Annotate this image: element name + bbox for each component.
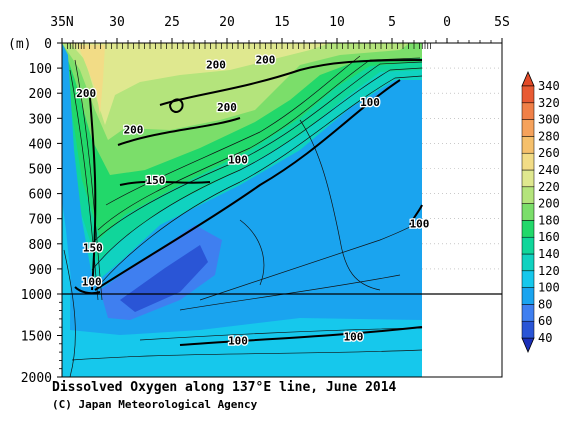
chart-title: Dissolved Oxygen along 137°E line, June …: [52, 380, 397, 395]
grid-dots: [422, 67, 502, 270]
x-tick-label: 20: [219, 15, 235, 30]
x-tick-label: 0: [443, 15, 451, 30]
x-tick-label: 25: [164, 15, 180, 30]
contour-label: 200: [76, 87, 96, 100]
colorbar: 40 60 80 100 120 140 160 180 200 220 240 260 280 300 3…: [521, 70, 560, 354]
contour-field: [62, 43, 502, 377]
contour-label: 200: [124, 124, 144, 137]
y-tick-label: 200: [29, 87, 52, 102]
colorbar-swatch: [521, 203, 535, 221]
colorbar-swatch: [521, 253, 535, 272]
colorbar-label: 40: [538, 331, 552, 345]
colorbar-swatch: [521, 287, 535, 305]
contour-lines-bold: [74, 59, 423, 346]
colorbar-label: 180: [538, 213, 560, 227]
contour-label: 200: [206, 58, 226, 71]
colorbar-swatch: [521, 136, 535, 154]
x-tick-label: 5S: [494, 15, 510, 30]
field-band-240: [78, 45, 105, 115]
colorbar-label: 80: [538, 297, 552, 311]
y-tick-label: 800: [29, 238, 52, 253]
y-tick-label: 1000: [21, 288, 52, 303]
contour-label: 100: [82, 275, 102, 288]
colorbar-swatch: [521, 270, 535, 288]
colorbar-swatch: [521, 304, 535, 322]
contour-label: 150: [83, 242, 103, 255]
y-tick-label: 1500: [21, 330, 52, 345]
y-tick-label: 400: [29, 137, 52, 152]
colorbar-label: 100: [538, 281, 560, 295]
y-tick-label: 0: [44, 37, 52, 52]
x-tick-label: 30: [109, 15, 125, 30]
contour-label: 100: [344, 330, 364, 343]
colorbar-label: 220: [538, 180, 560, 194]
colorbar-swatch: [521, 169, 535, 188]
field-band-220: [70, 43, 330, 125]
contour-label: 100: [410, 218, 430, 231]
x-axis: 35N 30 25 20 15 10 5 0 5S: [50, 15, 510, 43]
colorbar-swatch: [521, 85, 535, 104]
x-tick-label: 5: [388, 15, 396, 30]
y-axis: 0 100 200 300 400 500 600 700 800 900 1000 1500 2000: [21, 37, 62, 386]
y-tick-label: 900: [29, 263, 52, 278]
colorbar-swatch: [521, 152, 535, 171]
contour-label: 100: [228, 334, 248, 347]
contour-labels: 200 200 200 200 200 150 150 100 100 100 100 100 100: [75, 52, 431, 349]
colorbar-under-arrow: [521, 337, 535, 354]
contour-label: 200: [256, 53, 276, 66]
field-tongue: [62, 43, 95, 300]
x-tick-label: 15: [274, 15, 290, 30]
colorbar-over-arrow: [521, 70, 535, 87]
colorbar-label: 300: [538, 113, 560, 127]
contour-label: 150: [146, 174, 166, 187]
colorbar-swatch: [521, 236, 535, 255]
x-tick-label: 10: [329, 15, 345, 30]
colorbar-label: 140: [538, 247, 560, 261]
colorbar-label: 240: [538, 163, 560, 177]
station-ticks: [67, 43, 431, 49]
y-tick-label: 600: [29, 188, 52, 203]
colorbar-label: 280: [538, 129, 560, 143]
y-tick-label: 300: [29, 112, 52, 127]
y-unit-label: (m): [8, 37, 31, 52]
chart-credit: (C) Japan Meteorological Agency: [52, 398, 258, 411]
field-no-data: [422, 43, 502, 377]
y-tick-label: 500: [29, 163, 52, 178]
colorbar-swatch: [521, 102, 535, 120]
colorbar-swatch: [521, 220, 535, 238]
y-tick-label: 2000: [21, 371, 52, 386]
colorbar-swatch: [521, 119, 535, 137]
x-tick-label: 35N: [50, 15, 73, 30]
colorbar-label: 340: [538, 79, 560, 93]
colorbar-swatch: [521, 186, 535, 204]
contour-label: 100: [228, 154, 248, 167]
colorbar-label: 160: [538, 230, 560, 244]
colorbar-swatch: [521, 320, 535, 339]
colorbar-label: 320: [538, 96, 560, 110]
colorbar-label: 200: [538, 197, 560, 211]
contour-label: 100: [360, 96, 380, 109]
colorbar-label: 60: [538, 314, 552, 328]
y-tick-label: 700: [29, 213, 52, 228]
field-band-40: [120, 245, 208, 312]
colorbar-label: 260: [538, 146, 560, 160]
y-tick-label: 100: [29, 62, 52, 77]
contour-label: 200: [217, 101, 237, 114]
colorbar-label: 120: [538, 264, 560, 278]
